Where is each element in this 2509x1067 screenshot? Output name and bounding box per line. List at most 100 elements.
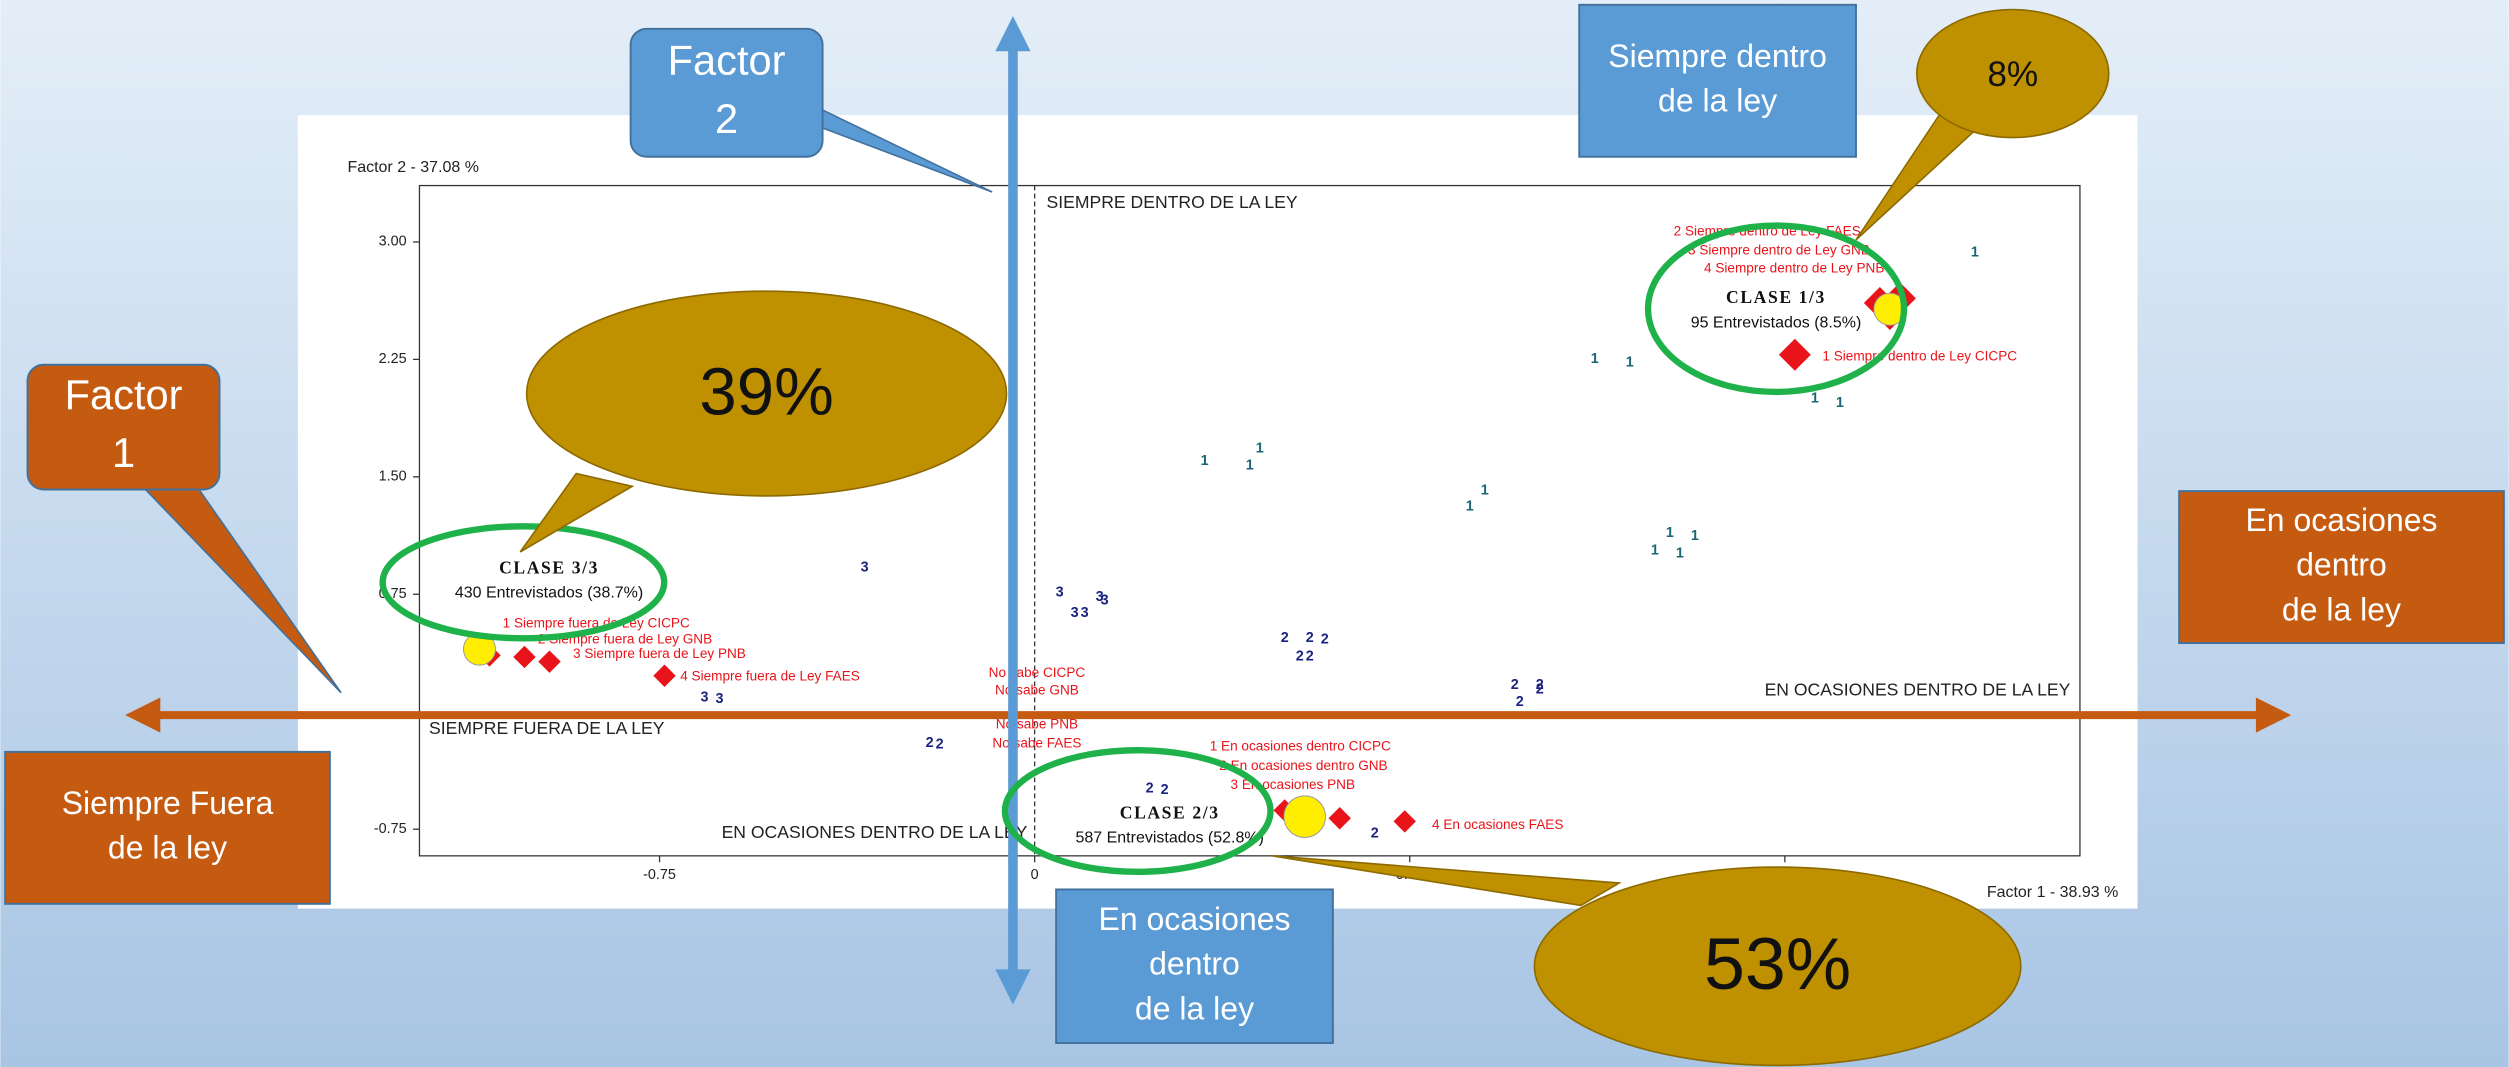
point: 1 xyxy=(1666,525,1674,541)
box-text: de la ley xyxy=(108,830,227,866)
box-text: 1 xyxy=(112,429,135,476)
box-text: Siempre dentro xyxy=(1608,38,1827,74)
callout-text: 39% xyxy=(699,354,833,429)
box-text: Factor xyxy=(65,371,183,418)
point: 3 xyxy=(1081,605,1089,621)
modality-label: 1 Siempre dentro de Ley CICPC xyxy=(1822,348,2017,363)
point: 3 xyxy=(1056,585,1064,601)
arrow-head xyxy=(125,697,161,733)
point: 3 xyxy=(1071,605,1079,621)
point: 2 xyxy=(1371,826,1379,842)
class-highlight xyxy=(1001,747,1274,876)
callout-text: 8% xyxy=(1987,55,2038,94)
callout xyxy=(525,290,1008,497)
quadrant-label: SIEMPRE DENTRO DE LA LEY xyxy=(1047,192,1298,212)
y-tick-label: 2.25 xyxy=(379,351,407,367)
note-label: No sabe FAES xyxy=(992,735,1081,750)
class-detail: 430 Entrevistados (38.7%) xyxy=(455,585,643,602)
quadrant-label: SIEMPRE FUERA DE LA LEY xyxy=(429,718,665,738)
point: 1 xyxy=(1591,351,1599,367)
modality-marker xyxy=(1393,810,1416,833)
modality-label: 4 En ocasiones FAES xyxy=(1432,817,1563,832)
note-label: No sabe CICPC xyxy=(989,665,1086,680)
overlay: Factor 2 Factor 1 Siempre dentro de la ley En … xyxy=(4,3,2505,1067)
point: 3 xyxy=(1101,592,1109,608)
class-center xyxy=(1283,795,1326,838)
modality-marker xyxy=(513,645,536,669)
point: 2 xyxy=(1321,632,1329,648)
point: 2 xyxy=(1516,694,1524,710)
modality-label: 3 Siempre dentro de Ley GNB xyxy=(1688,243,1870,258)
modality-label: 4 Siempre fuera de Ley FAES xyxy=(680,668,860,683)
callout-pointer xyxy=(1271,855,1622,907)
class-detail: 95 Entrevistados (8.5%) xyxy=(1691,314,1862,331)
box-text: de la ley xyxy=(1658,83,1777,119)
point: 3 xyxy=(716,691,724,707)
box-text: 2 xyxy=(715,95,738,142)
class-highlight xyxy=(379,523,668,642)
modality-label: 4 Siempre dentro de Ley PNB xyxy=(1704,260,1884,275)
point: 1 xyxy=(1626,354,1634,370)
class-name: CLASE 3/3 xyxy=(499,558,599,578)
point: 3 xyxy=(1096,589,1104,605)
callout-text: 53% xyxy=(1704,922,1851,1005)
point: 3 xyxy=(701,689,709,705)
label-box xyxy=(629,27,824,158)
plot-frame xyxy=(418,184,2081,857)
point: 1 xyxy=(1201,453,1209,469)
point: 1 xyxy=(1811,390,1819,406)
class-name: CLASE 1/3 xyxy=(1726,287,1826,307)
callout xyxy=(1533,866,2022,1067)
point: 2 xyxy=(1146,780,1154,796)
point: 1 xyxy=(1971,245,1979,261)
modality-marker xyxy=(1778,338,1811,371)
class-detail: 587 Entrevistados (52.8%) xyxy=(1076,829,1264,846)
point: 2 xyxy=(1306,630,1314,646)
modality-label: 3 Siempre fuera de Ley PNB xyxy=(573,646,746,661)
chart-panel xyxy=(297,115,2138,909)
point: 1 xyxy=(1256,440,1264,456)
label-box xyxy=(4,750,331,905)
point: 2 xyxy=(1511,677,1519,693)
point: 2 xyxy=(1536,677,1544,693)
label-box xyxy=(2178,490,2505,645)
arrow-head xyxy=(995,969,1031,1005)
x-tick-label: 0 xyxy=(1031,867,1039,883)
point: 1 xyxy=(1466,498,1474,514)
y-axis-label: Factor 2 - 37.08 % xyxy=(347,159,479,176)
modality-label: 2 En ocasiones dentro GNB xyxy=(1219,758,1387,773)
box-text: de la ley xyxy=(2282,591,2401,627)
point: 2 xyxy=(1306,649,1314,665)
point: 1 xyxy=(1246,458,1254,474)
box-text: dentro xyxy=(1149,946,1240,982)
point: 2 xyxy=(1296,649,1304,665)
point: 2 xyxy=(1161,782,1169,798)
arrow-head xyxy=(995,15,1031,52)
modality-label: 1 En ocasiones dentro CICPC xyxy=(1210,739,1391,754)
quadrant-label: EN OCASIONES DENTRO DE LA LEY xyxy=(722,822,1028,842)
label-box xyxy=(26,363,221,491)
point: 2 xyxy=(926,735,934,751)
note-label: No sabe GNB xyxy=(995,683,1079,698)
class-name: CLASE 2/3 xyxy=(1120,802,1220,822)
box-text: Factor xyxy=(668,37,786,84)
callout xyxy=(1915,8,2110,139)
point: 1 xyxy=(1676,545,1684,561)
y-tick-label: 3.00 xyxy=(379,234,407,250)
point: 2 xyxy=(1536,682,1544,698)
box-text: En ocasiones xyxy=(2245,502,2437,538)
quadrant-label: EN OCASIONES DENTRO DE LA LEY xyxy=(1765,680,2071,700)
label-box xyxy=(1578,3,1857,158)
box-text: Siempre Fuera xyxy=(62,785,274,821)
label-box xyxy=(1055,888,1334,1044)
y-tick-label: -0.75 xyxy=(374,821,407,837)
point: 2 xyxy=(1281,630,1289,646)
modality-label: 1 Siempre fuera de Ley CICPC xyxy=(503,615,690,630)
x-tick-label: -0.75 xyxy=(643,867,676,883)
point: 1 xyxy=(1481,483,1489,499)
point: 1 xyxy=(1691,528,1699,544)
class-highlight xyxy=(1644,222,1908,396)
arrow-head xyxy=(2255,697,2292,733)
callout-pointer xyxy=(519,472,635,553)
